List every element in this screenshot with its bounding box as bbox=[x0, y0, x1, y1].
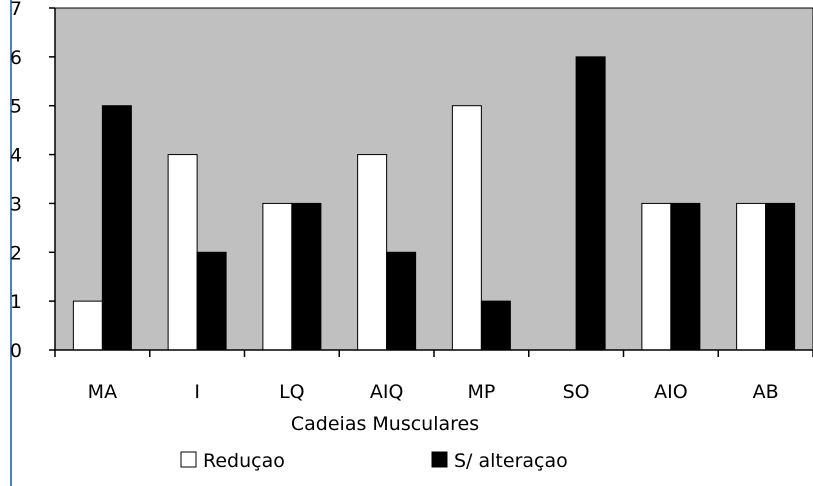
y-tick-label-7: 7 bbox=[10, 0, 22, 20]
y-tick-label-5: 5 bbox=[10, 96, 22, 118]
legend: Reduçao S/ alteraçao bbox=[180, 450, 568, 472]
bar-s-alteracao-lq bbox=[291, 202, 322, 351]
y-tick-label-3: 3 bbox=[10, 193, 22, 215]
bar-s-alteracao-mp bbox=[480, 300, 511, 351]
bar-s-alteracao-aiq bbox=[386, 251, 417, 351]
bar-s-alteracao-ma bbox=[101, 105, 132, 351]
bars-group bbox=[72, 56, 796, 351]
legend-swatch-reducao bbox=[180, 451, 197, 468]
bar-s-alteracao-i bbox=[196, 251, 227, 351]
y-tick-labels: 0 1 2 3 4 5 6 7 bbox=[10, 0, 22, 362]
axes-group bbox=[49, 7, 813, 357]
x-tick-label-lq: LQ bbox=[279, 381, 305, 403]
legend-swatch-s-alteracao bbox=[431, 451, 448, 468]
x-tick-label-so: SO bbox=[563, 381, 590, 403]
bar-reducao-aio bbox=[641, 202, 672, 351]
bar-reducao-aiq bbox=[357, 154, 388, 351]
y-tick-label-1: 1 bbox=[10, 291, 22, 313]
bar-reducao-mp bbox=[451, 105, 482, 351]
y-tick-label-2: 2 bbox=[10, 242, 22, 264]
y-tick-label-0: 0 bbox=[10, 340, 22, 362]
y-tick-label-6: 6 bbox=[10, 47, 22, 69]
bar-s-alteracao-so bbox=[575, 56, 606, 351]
x-tick-label-aiq: AIQ bbox=[370, 381, 404, 403]
bar-reducao-ma bbox=[72, 300, 103, 351]
bar-s-alteracao-ab bbox=[765, 202, 796, 351]
x-tick-labels: MA I LQ AIQ MP SO AIO AB bbox=[88, 381, 779, 403]
x-tick-label-i: I bbox=[194, 381, 200, 403]
bar-reducao-lq bbox=[262, 202, 293, 351]
x-tick-label-mp: MP bbox=[467, 381, 495, 403]
bar-reducao-i bbox=[167, 154, 198, 351]
x-tick-label-ma: MA bbox=[88, 381, 117, 403]
bar-s-alteracao-aio bbox=[670, 202, 701, 351]
legend-label-reducao: Reduçao bbox=[203, 450, 285, 472]
x-axis-title: Cadeias Musculares bbox=[291, 413, 479, 435]
legend-label-s-alteracao: S/ alteraçao bbox=[454, 450, 568, 472]
x-tick-label-aio: AIO bbox=[654, 381, 688, 403]
bar-reducao-ab bbox=[736, 202, 767, 351]
x-tick-label-ab: AB bbox=[753, 381, 779, 403]
y-tick-label-4: 4 bbox=[10, 145, 22, 167]
